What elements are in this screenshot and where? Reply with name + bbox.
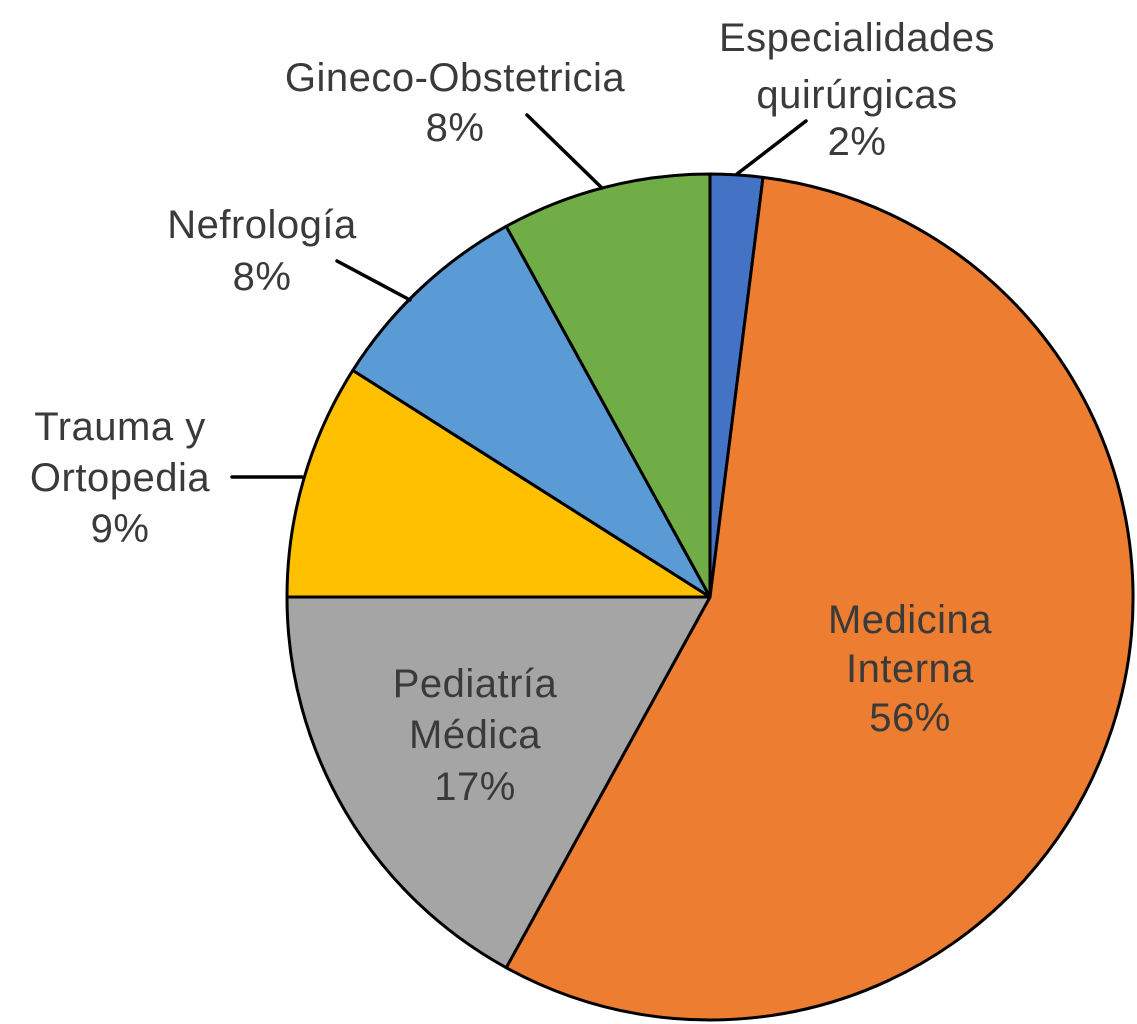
data-label-line: Gineco-Obstetricia	[285, 56, 625, 100]
pie-slice-medicina-interna	[504, 175, 1135, 1022]
pie-slice-trauma-y-ortopedia	[285, 368, 712, 599]
data-label-line: Ortopedia	[30, 456, 210, 500]
data-label-line: Pediatría	[393, 662, 558, 706]
data-label-line: Especialidades	[719, 16, 995, 60]
data-label-line: Interna	[846, 647, 974, 691]
data-label-percent: 8%	[426, 106, 485, 150]
data-label-percent: 2%	[828, 120, 887, 164]
data-label-line: quirúrgicas	[756, 73, 957, 117]
leader-lines-layer	[230, 113, 808, 479]
data-label-percent: 17%	[434, 765, 516, 809]
data-label-trauma-y-ortopedia: Trauma y Ortopedia 9%	[30, 405, 210, 551]
data-labels-layer: Especialidades quirúrgicas 2% Medicina Inter…	[30, 16, 995, 809]
leader-line-especialidades-quirurgicas	[735, 119, 808, 176]
data-label-line: Médica	[409, 713, 541, 757]
data-label-nefrologia: Nefrología 8%	[167, 203, 357, 299]
data-label-percent: 8%	[233, 255, 292, 299]
leader-line-nefrologia	[335, 259, 412, 302]
data-label-pediatria-medica: Pediatría Médica 17%	[393, 662, 558, 809]
pie-slice-nefrologia	[351, 224, 712, 599]
data-label-percent: 9%	[91, 507, 150, 551]
pie-slice-gineco-obstetricia	[504, 172, 712, 599]
data-label-medicina-interna: Medicina Interna 56%	[828, 598, 992, 740]
data-label-line: Nefrología	[167, 203, 357, 247]
data-label-line: Trauma y	[34, 405, 205, 449]
data-label-gineco-obstetricia: Gineco-Obstetricia 8%	[285, 56, 625, 150]
data-label-percent: 56%	[869, 696, 951, 740]
data-label-line: Medicina	[828, 598, 992, 642]
pie-slice-pediatria-medica	[285, 595, 712, 970]
leader-line-gineco-obstetricia	[525, 113, 604, 190]
pie-slices-layer	[285, 172, 1135, 1022]
data-label-especialidades-quirurgicas: Especialidades quirúrgicas 2%	[719, 16, 995, 164]
